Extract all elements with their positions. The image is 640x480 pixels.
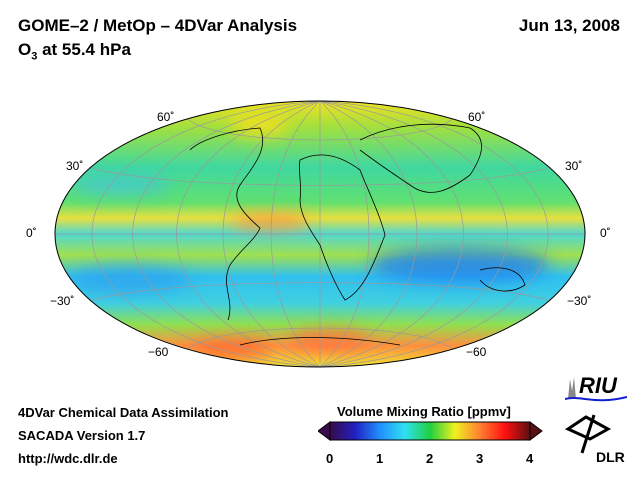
colorbar-tick-3: 3 [476,451,484,466]
colorbar-title: Volume Mixing Ratio [ppmv] [337,404,511,419]
colorbar-gradient [329,421,531,441]
dlr-logo-graphic [564,414,612,454]
map-outline [54,100,586,368]
colorbar [318,421,543,441]
colorbar-tick-2: 2 [426,451,434,466]
colorbar-tick-4: 4 [526,451,534,466]
chart-title: GOME–2 / MetOp – 4DVar Analysis [18,16,298,35]
colorbar-high-arrow [529,421,543,441]
footer-line-1: 4DVar Chemical Data Assimilation [18,405,229,420]
lat-label-left-m60: −60 [148,345,169,359]
coastlines [189,123,526,346]
colorbar-low-arrow [318,421,331,441]
riu-logo-text: RIU [579,373,617,398]
meridian-line [132,101,321,367]
meridian-line [270,101,321,367]
lat-label-right-30: 30˚ [565,159,583,173]
subtitle-subscript: 3 [31,50,38,63]
date-label: Jun 13, 2008 [518,16,620,35]
meridian-line [319,101,508,367]
meridian-line [319,101,418,367]
graticule [55,101,585,367]
meridian-line [222,101,321,367]
lat-label-left-m30: −30˚ [50,294,75,308]
subtitle-species: O [18,40,32,59]
footer-line-2: SACADA Version 1.7 [18,428,146,443]
lat-label-left-0: 0˚ [26,226,37,240]
meridian-line [319,101,549,367]
meridian-line [91,101,321,367]
chart-subtitle: O3 at 55.4 hPa [18,40,131,62]
dlr-logo: DLR [564,413,630,469]
lat-label-right-m30: −30˚ [567,294,592,308]
lat-label-right-60: 60˚ [468,110,486,124]
lat-label-left-30: 30˚ [66,159,84,173]
subtitle-level: at 55.4 hPa [37,40,131,59]
riu-logo-graphic [565,377,627,402]
dlr-logo-text: DLR [596,449,625,465]
lat-label-right-0: 0˚ [600,226,611,240]
colorbar-tick-0: 0 [326,451,334,466]
riu-logo: RIU [565,373,627,405]
colorbar-tick-1: 1 [376,451,384,466]
meridian-line [319,101,464,367]
lat-label-right-m60: −60 [466,345,487,359]
meridian-line [319,101,370,367]
footer-link[interactable]: http://wdc.dlr.de [18,451,118,466]
meridian-line [176,101,321,367]
lat-label-left-60: 60˚ [157,110,175,124]
